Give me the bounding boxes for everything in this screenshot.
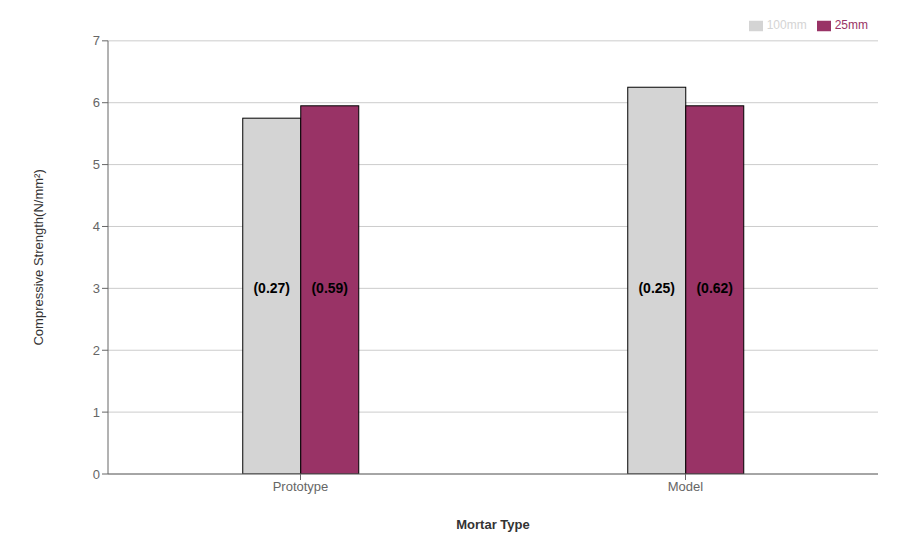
svg-text:Model: Model: [668, 479, 704, 494]
svg-text:(0.59): (0.59): [311, 280, 348, 296]
svg-text:Prototype: Prototype: [273, 479, 329, 494]
svg-text:(0.27): (0.27): [253, 280, 290, 296]
svg-text:Compressive Strength(N/mm²): Compressive Strength(N/mm²): [31, 169, 46, 345]
html-text:100mm: 100mm: [766, 18, 807, 32]
svg-text:(0.25): (0.25): [638, 280, 675, 296]
html-text:25mm: 25mm: [834, 18, 868, 32]
svg-text:4: 4: [93, 219, 100, 234]
svg-text:Mortar Type: Mortar Type: [456, 517, 529, 532]
svg-text:0: 0: [93, 467, 100, 482]
svg-text:5: 5: [93, 157, 100, 172]
svg-text:1: 1: [93, 405, 100, 420]
svg-text:7: 7: [93, 33, 100, 48]
svg-text:(0.62): (0.62): [696, 280, 733, 296]
svg-text:2: 2: [93, 343, 100, 358]
svg-text:3: 3: [93, 281, 100, 296]
svg-text:6: 6: [93, 95, 100, 110]
